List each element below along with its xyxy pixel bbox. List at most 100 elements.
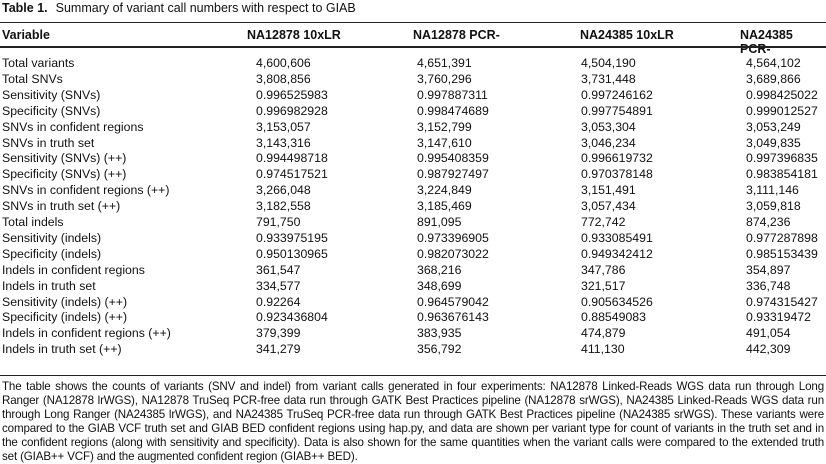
cell-value: 491,054 bbox=[746, 326, 791, 341]
cell-value: 0.982073022 bbox=[417, 246, 489, 261]
row-label: SNVs in confident regions bbox=[2, 119, 144, 134]
cell-value: 341,279 bbox=[256, 342, 301, 357]
cell-value: 0.933975195 bbox=[256, 230, 328, 245]
header-col3: NA24385 10xLR bbox=[580, 28, 674, 42]
cell-value: 0.985153439 bbox=[746, 246, 818, 261]
table-row: SNVs in confident regions (++) 3,266,048 3… bbox=[0, 183, 826, 198]
row-label: Specificity (SNVs) bbox=[2, 103, 101, 118]
cell-value: 4,504,190 bbox=[581, 56, 636, 70]
table-row: Specificity (SNVs) 0.996982928 0.998474689… bbox=[0, 104, 826, 119]
table-title: Summary of variant call numbers with res… bbox=[55, 1, 356, 15]
cell-value: 0.974517521 bbox=[256, 167, 328, 182]
cell-value: 3,147,610 bbox=[417, 135, 472, 150]
cell-value: 4,564,102 bbox=[746, 56, 801, 70]
cell-value: 3,808,856 bbox=[256, 71, 311, 86]
table-row: Total variants 4,600,606 4,651,391 4,504,19… bbox=[0, 56, 826, 71]
bottom-rule bbox=[0, 375, 826, 376]
cell-value: 3,143,316 bbox=[256, 135, 311, 150]
cell-value: 772,742 bbox=[581, 215, 626, 229]
cell-value: 3,057,434 bbox=[581, 199, 636, 214]
cell-value: 4,600,606 bbox=[256, 56, 311, 70]
cell-value: 3,266,048 bbox=[256, 183, 311, 198]
top-rule bbox=[0, 22, 826, 23]
cell-value: 874,236 bbox=[746, 215, 791, 229]
cell-value: 0.92264 bbox=[256, 294, 301, 309]
row-label: Specificity (SNVs) (++) bbox=[2, 167, 127, 182]
cell-value: 0.973396905 bbox=[417, 230, 489, 245]
table-row: Total SNVs 3,808,856 3,760,296 3,731,448 3,6… bbox=[0, 72, 826, 87]
cell-value: 0.88549083 bbox=[581, 310, 646, 325]
row-label: SNVs in truth set bbox=[2, 135, 95, 150]
row-label: Indels in confident regions (++) bbox=[2, 326, 171, 341]
row-label: Indels in truth set (++) bbox=[2, 342, 122, 357]
cell-value: 0.963676143 bbox=[417, 310, 489, 325]
cell-value: 368,216 bbox=[417, 262, 462, 277]
table-row: Specificity (indels) (++) 0.923436804 0.96… bbox=[0, 310, 826, 325]
row-label: Sensitivity (SNVs) bbox=[2, 87, 101, 102]
header-variable: Variable bbox=[2, 28, 50, 42]
cell-value: 411,130 bbox=[581, 342, 625, 357]
row-label: SNVs in truth set (++) bbox=[2, 199, 121, 214]
cell-value: 361,547 bbox=[256, 262, 301, 277]
cell-value: 0.995408359 bbox=[417, 151, 489, 166]
cell-value: 0.987927497 bbox=[417, 167, 489, 182]
cell-value: 0.999012527 bbox=[746, 103, 818, 118]
cell-value: 3,224,849 bbox=[417, 183, 472, 198]
table-caption: Table 1. Summary of variant call numbers … bbox=[2, 1, 356, 15]
header-col1: NA12878 10xLR bbox=[247, 28, 341, 42]
cell-value: 3,182,558 bbox=[256, 199, 311, 214]
cell-value: 442,309 bbox=[746, 342, 791, 357]
row-label: Sensitivity (indels) (++) bbox=[2, 294, 128, 309]
table-label: Table 1. bbox=[2, 1, 48, 15]
cell-value: 0.970378148 bbox=[581, 167, 653, 182]
table-row: SNVs in confident regions 3,153,057 3,152,… bbox=[0, 120, 826, 135]
cell-value: 891,095 bbox=[417, 215, 462, 229]
cell-value: 0.983854181 bbox=[746, 167, 818, 182]
cell-value: 791,750 bbox=[256, 215, 301, 229]
cell-value: 3,185,469 bbox=[417, 199, 472, 214]
header-rule bbox=[0, 46, 826, 48]
cell-value: 347,786 bbox=[581, 262, 626, 277]
row-label: Indels in truth set bbox=[2, 278, 96, 293]
cell-value: 356,792 bbox=[417, 342, 462, 357]
cell-value: 0.996525983 bbox=[256, 87, 328, 102]
cell-value: 474,879 bbox=[581, 326, 626, 341]
cell-value: 0.997887311 bbox=[417, 87, 488, 102]
row-label: Total variants bbox=[2, 56, 75, 70]
cell-value: 321,517 bbox=[581, 278, 626, 293]
cell-value: 3,053,249 bbox=[746, 119, 801, 134]
row-label: Total indels bbox=[2, 215, 64, 229]
row-label: Indels in confident regions bbox=[2, 262, 145, 277]
cell-value: 3,059,818 bbox=[746, 199, 801, 214]
cell-value: 0.93319472 bbox=[746, 310, 811, 325]
cell-value: 0.996619732 bbox=[581, 151, 653, 166]
table-row: Indels in truth set 334,577 348,699 321,517… bbox=[0, 279, 826, 294]
cell-value: 0.997754891 bbox=[581, 103, 653, 118]
row-label: Total SNVs bbox=[2, 71, 63, 86]
table-row: Specificity (indels) 0.950130965 0.9820730… bbox=[0, 247, 826, 262]
cell-value: 0.998474689 bbox=[417, 103, 489, 118]
cell-value: 383,935 bbox=[417, 326, 462, 341]
cell-value: 0.933085491 bbox=[581, 230, 653, 245]
cell-value: 354,897 bbox=[746, 262, 791, 277]
table-row: Indels in confident regions (++) 379,399 3… bbox=[0, 326, 826, 341]
cell-value: 3,760,296 bbox=[417, 71, 472, 86]
cell-value: 0.923436804 bbox=[256, 310, 328, 325]
table-row: Sensitivity (SNVs) 0.996525983 0.997887311… bbox=[0, 88, 826, 103]
cell-value: 348,699 bbox=[417, 278, 462, 293]
cell-value: 0.997396835 bbox=[746, 151, 818, 166]
cell-value: 379,399 bbox=[256, 326, 301, 341]
row-label: Sensitivity (SNVs) (++) bbox=[2, 151, 127, 166]
cell-value: 3,049,835 bbox=[746, 135, 801, 150]
cell-value: 0.950130965 bbox=[256, 246, 328, 261]
cell-value: 3,053,304 bbox=[581, 119, 636, 134]
header-col2: NA12878 PCR- bbox=[413, 28, 500, 42]
row-label: Sensitivity (indels) bbox=[2, 230, 102, 245]
cell-value: 0.905634526 bbox=[581, 294, 653, 309]
cell-value: 0.974315427 bbox=[746, 294, 818, 309]
cell-value: 3,152,799 bbox=[417, 119, 472, 134]
table-row: Sensitivity (SNVs) (++) 0.994498718 0.9954… bbox=[0, 151, 826, 166]
cell-value: 334,577 bbox=[256, 278, 301, 293]
cell-value: 4,651,391 bbox=[417, 56, 472, 70]
